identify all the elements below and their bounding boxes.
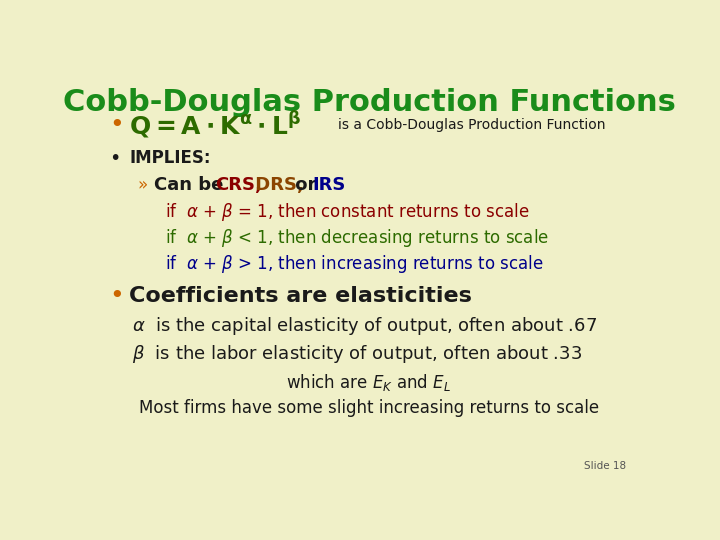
Text: Slide 18: Slide 18 — [583, 462, 626, 471]
Text: IMPLIES:: IMPLIES: — [129, 150, 210, 167]
Text: CRS,: CRS, — [215, 177, 262, 194]
Text: which are $E_K$ and $E_L$: which are $E_K$ and $E_L$ — [287, 372, 451, 393]
Text: Can be: Can be — [154, 177, 230, 194]
Text: or: or — [289, 177, 323, 194]
Text: DRS,: DRS, — [249, 177, 304, 194]
Text: if  $\alpha$ + $\beta$ > 1, then increasing returns to scale: if $\alpha$ + $\beta$ > 1, then increasi… — [166, 253, 544, 275]
Text: »: » — [138, 177, 148, 194]
Text: $\mathbf{Q = A \bullet K^{\alpha} \bullet L^{\beta}}$: $\mathbf{Q = A \bullet K^{\alpha} \bulle… — [129, 109, 301, 141]
Text: Cobb-Douglas Production Functions: Cobb-Douglas Production Functions — [63, 87, 675, 117]
Text: $\beta$  is the labor elasticity of output, often about .33: $\beta$ is the labor elasticity of outpu… — [132, 343, 582, 365]
Text: Most firms have some slight increasing returns to scale: Most firms have some slight increasing r… — [139, 399, 599, 417]
Text: •: • — [109, 149, 121, 168]
Text: Coefficients are elasticities: Coefficients are elasticities — [129, 286, 472, 306]
Text: if  $\alpha$ + $\beta$ = 1, then constant returns to scale: if $\alpha$ + $\beta$ = 1, then constant… — [166, 201, 530, 224]
Text: IRS: IRS — [312, 177, 346, 194]
Text: is a Cobb-Douglas Production Function: is a Cobb-Douglas Production Function — [338, 118, 606, 132]
Text: $\alpha$  is the capital elasticity of output, often about .67: $\alpha$ is the capital elasticity of ou… — [132, 315, 597, 337]
Text: •: • — [109, 284, 125, 308]
Text: •: • — [109, 113, 125, 137]
Text: if  $\alpha$ + $\beta$ < 1, then decreasing returns to scale: if $\alpha$ + $\beta$ < 1, then decreasi… — [166, 227, 549, 249]
